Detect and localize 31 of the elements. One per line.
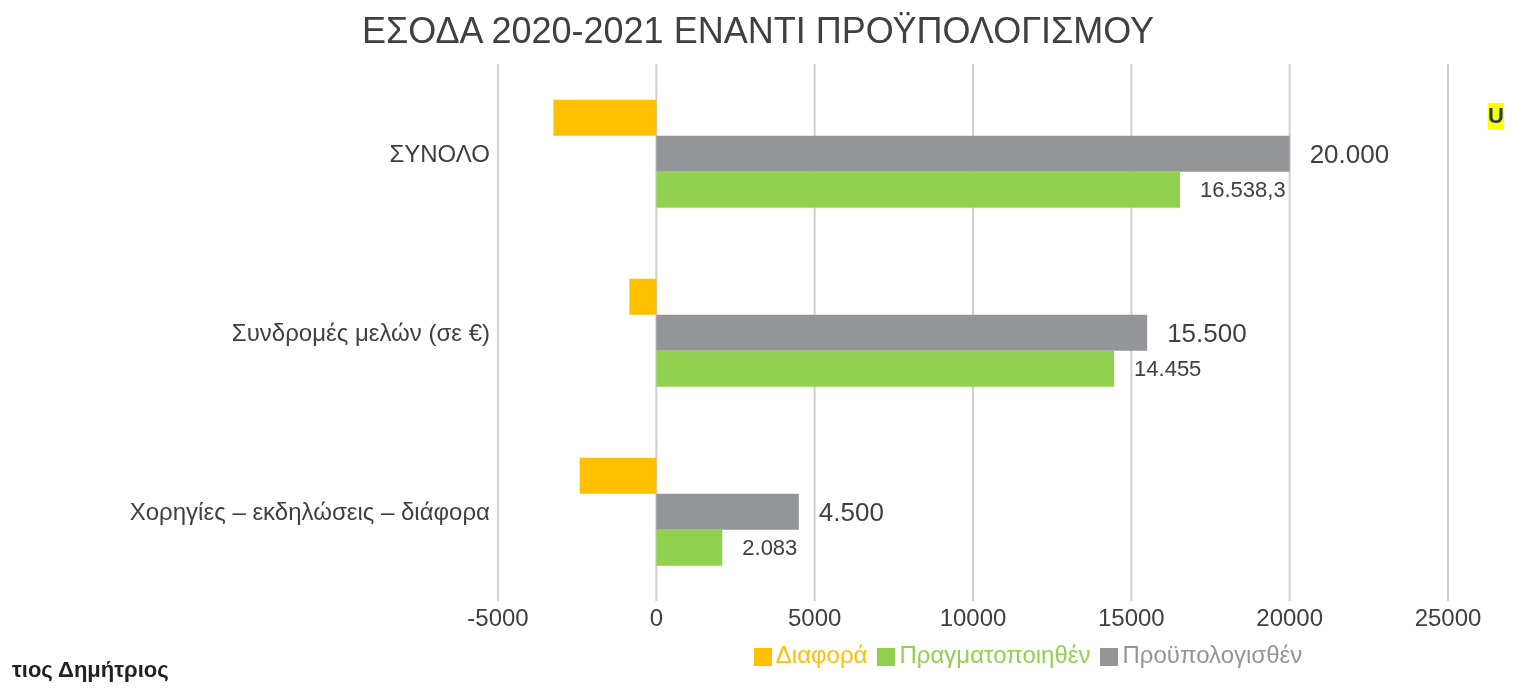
bar (656, 350, 1115, 387)
x-tick-label: 10000 (939, 604, 1007, 632)
text: U (1488, 103, 1504, 129)
bar (553, 99, 657, 136)
y-tick-label: Χορηγίες – εκδηλώσεις – διάφορα (129, 498, 491, 526)
text: τιος Δημήτριος (12, 657, 169, 683)
bar (579, 457, 657, 494)
legend-label: Πραγματοποιηθέν (899, 641, 1091, 668)
y-tick-label: Συνδρομές μελών (σε €) (231, 319, 490, 347)
x-tick-label: 5000 (787, 604, 842, 632)
data-label: 20.000 (1309, 138, 1390, 169)
legend-label: Προϋπολογισθέν (1122, 641, 1303, 668)
chart-title: ΕΣΟΔΑ 2020-2021 ΕΝΑΝΤΙ ΠΡΟΫΠΟΛΟΓΙΣΜΟΥ (360, 9, 1156, 53)
bar (656, 171, 1181, 208)
x-tick-label: 25000 (1414, 604, 1482, 632)
data-label: 14.455 (1134, 356, 1202, 382)
x-tick-label: 0 (649, 604, 664, 632)
bar (656, 529, 723, 566)
bar (656, 493, 799, 530)
data-label: 16.538,3 (1200, 177, 1286, 203)
x-tick-label: -5000 (467, 604, 529, 632)
bar (656, 135, 1290, 172)
y-tick-label: ΣΥΝΟΛΟ (389, 140, 490, 168)
data-label: 2.083 (742, 535, 798, 561)
x-tick-label: 20000 (1256, 604, 1324, 632)
x-tick-label: 15000 (1097, 604, 1165, 632)
data-label: 4.500 (818, 496, 884, 527)
data-label: 15.500 (1167, 317, 1247, 348)
bar (629, 278, 657, 315)
legend-label: Διαφορά (775, 641, 868, 668)
bar (656, 314, 1148, 351)
